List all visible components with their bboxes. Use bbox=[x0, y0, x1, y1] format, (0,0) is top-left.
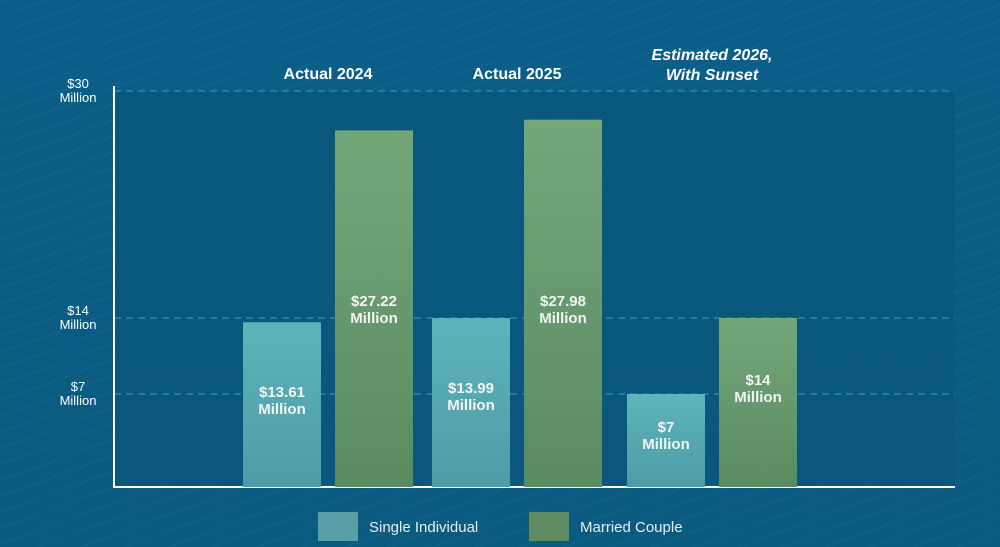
data-label: $27.98 Million bbox=[539, 293, 587, 327]
bar-married-couple bbox=[524, 119, 602, 487]
bar-single-individual bbox=[432, 318, 510, 487]
bar-single-individual bbox=[627, 394, 705, 487]
data-label: $14 Million bbox=[734, 372, 782, 406]
legend-label: Married Couple bbox=[580, 519, 683, 536]
bar-married-couple bbox=[719, 318, 797, 487]
legend-swatch bbox=[318, 512, 358, 541]
category-label: Estimated 2026, With Sunset bbox=[652, 47, 773, 84]
category-label: Actual 2025 bbox=[473, 66, 562, 83]
y-tick-label: $30 Million bbox=[60, 76, 97, 105]
data-label: $7 Million bbox=[642, 419, 690, 453]
bar-single-individual bbox=[243, 322, 321, 487]
data-label: $13.99 Million bbox=[447, 380, 495, 414]
y-tick-label: $7 Million bbox=[60, 379, 97, 408]
data-label: $13.61 Million bbox=[258, 384, 306, 418]
bar-married-couple bbox=[335, 130, 413, 487]
legend-label: Single Individual bbox=[369, 519, 478, 536]
data-label: $27.22 Million bbox=[350, 293, 398, 327]
category-label: Actual 2024 bbox=[284, 66, 373, 83]
legend-swatch bbox=[529, 512, 569, 541]
y-tick-label: $14 Million bbox=[60, 303, 97, 332]
